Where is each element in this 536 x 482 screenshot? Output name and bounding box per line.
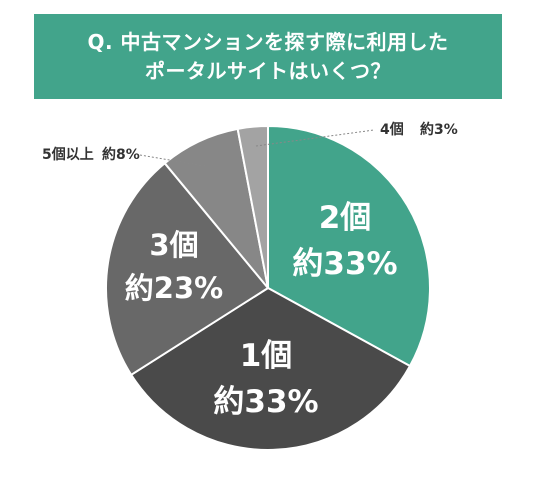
slice-label-5plus-category: 5個以上	[42, 146, 94, 163]
slice-label-4-value: 約3%	[420, 121, 458, 138]
slice-label-2-category: 2個	[319, 200, 372, 236]
slice-label-3-category: 3個	[149, 228, 198, 262]
slice-label-1-value: 約33%	[213, 384, 318, 420]
leader-lines	[139, 129, 375, 167]
slice-label-5plus-value: 約8%	[102, 146, 140, 163]
pie-slices	[105, 125, 431, 451]
chart-title-line-1: Q. 中古マンションを探す際に利用した	[87, 29, 449, 54]
slice-label-1-category: 1個	[240, 338, 293, 374]
slice-label-3-value: 約23%	[125, 271, 223, 305]
pie-slice-4	[236, 125, 269, 289]
title-banner: Q. 中古マンションを探す際に利用した ポータルサイトはいくつ？	[34, 14, 502, 99]
pie-slice-2	[267, 125, 431, 368]
slice-label-2-value: 約33%	[292, 246, 397, 282]
leader-line-5plus	[139, 154, 206, 167]
slice-label-4-category: 4個	[380, 121, 404, 138]
pie-slice-3	[105, 162, 269, 376]
pie-slice-1	[130, 287, 411, 451]
chart-title-line-2: ポータルサイトはいくつ？	[145, 58, 391, 83]
